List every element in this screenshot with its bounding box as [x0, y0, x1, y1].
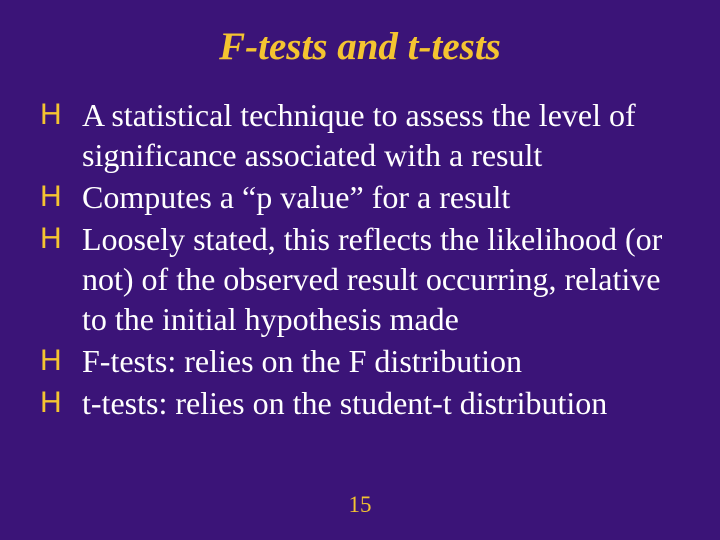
bullet-icon: H — [38, 177, 82, 217]
bullet-text: Computes a “p value” for a result — [82, 177, 682, 217]
bullet-text: A statistical technique to assess the le… — [82, 95, 682, 175]
bullet-icon: H — [38, 341, 82, 381]
bullet-icon: H — [38, 95, 82, 135]
list-item: H Loosely stated, this reflects the like… — [38, 219, 682, 339]
bullet-icon: H — [38, 219, 82, 259]
slide-title: F-tests and t-tests — [38, 24, 682, 69]
list-item: H Computes a “p value” for a result — [38, 177, 682, 217]
list-item: H A statistical technique to assess the … — [38, 95, 682, 175]
list-item: H F-tests: relies on the F distribution — [38, 341, 682, 381]
bullet-text: t-tests: relies on the student-t distrib… — [82, 383, 682, 423]
list-item: H t-tests: relies on the student-t distr… — [38, 383, 682, 423]
bullet-text: F-tests: relies on the F distribution — [82, 341, 682, 381]
slide: F-tests and t-tests H A statistical tech… — [0, 0, 720, 540]
page-number: 15 — [0, 492, 720, 518]
bullet-icon: H — [38, 383, 82, 423]
bullet-text: Loosely stated, this reflects the likeli… — [82, 219, 682, 339]
bullet-list: H A statistical technique to assess the … — [38, 95, 682, 520]
